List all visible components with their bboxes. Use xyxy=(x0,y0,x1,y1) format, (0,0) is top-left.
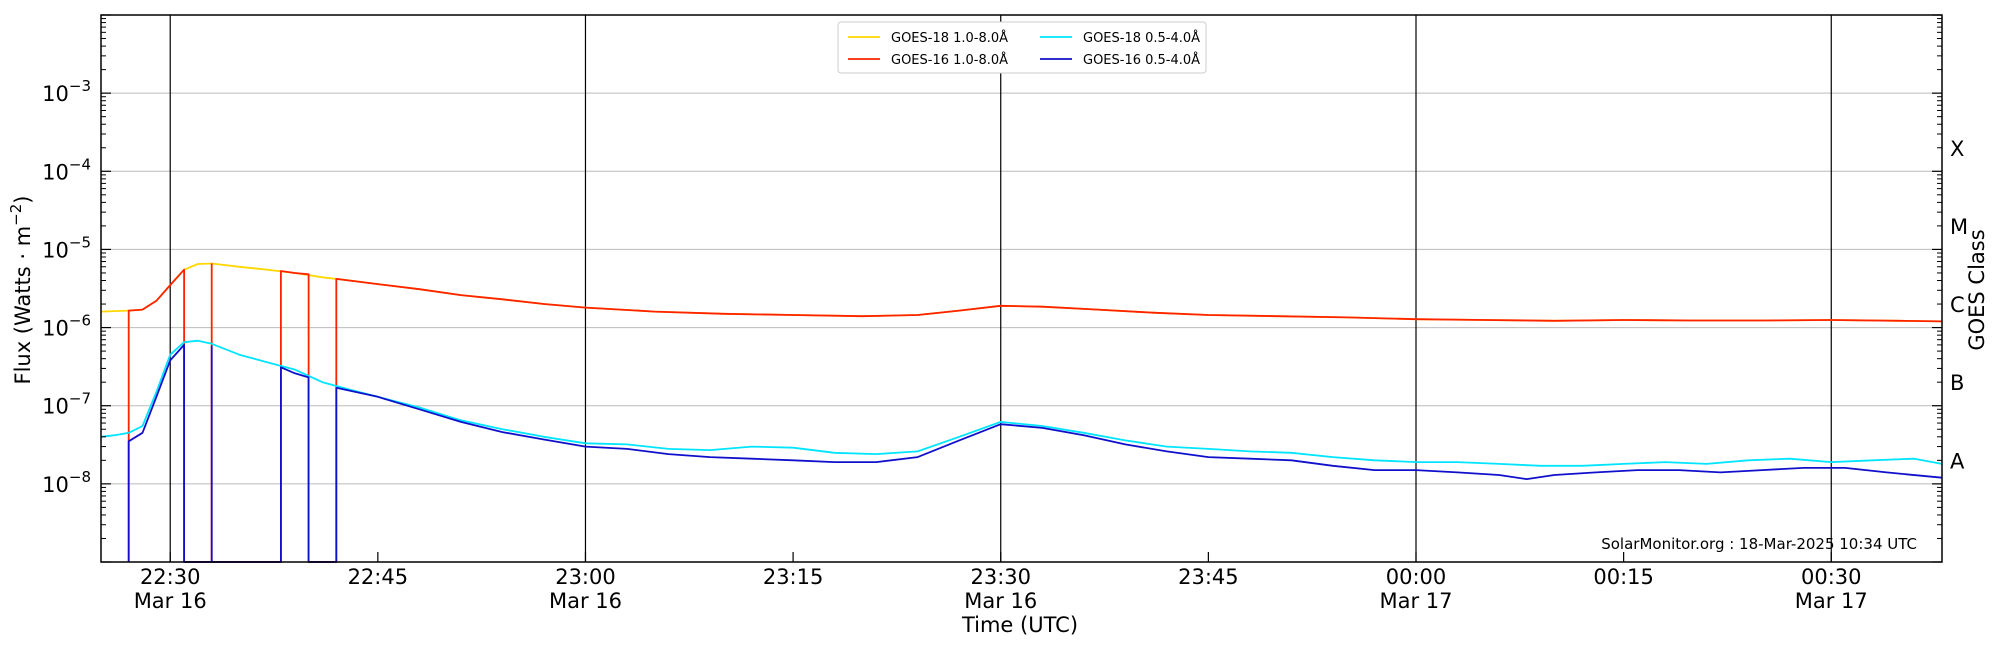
goes-class-c: C xyxy=(1950,293,1965,317)
series-line-1 xyxy=(127,263,1943,563)
legend: GOES-18 1.0-8.0Å GOES-16 1.0-8.0Å GOES-18 … xyxy=(837,21,1207,74)
axes xyxy=(100,14,1943,563)
legend-label-1: GOES-16 1.0-8.0Å xyxy=(891,52,1008,68)
y2-axis-title: GOES Class xyxy=(1965,229,1989,350)
y-tick-label: 10−3 xyxy=(42,77,91,106)
x-tick-label-date: Mar 16 xyxy=(134,589,207,613)
goes-class-x: X xyxy=(1950,137,1964,161)
x-tick-label-date: Mar 17 xyxy=(1795,589,1868,613)
y-axis-title: Flux (Watts · m−2) xyxy=(7,195,35,384)
x-tick-label-time: 22:30 xyxy=(140,565,201,589)
y-tick-label: 10−8 xyxy=(42,468,91,497)
x-axis-title: Time (UTC) xyxy=(961,613,1078,637)
x-tick-label-date: Mar 16 xyxy=(549,589,622,613)
plot-frame xyxy=(100,14,1943,563)
goes-class-a: A xyxy=(1950,449,1965,473)
series-line-0 xyxy=(100,262,1943,323)
x-tick-label-time: 23:30 xyxy=(970,565,1031,589)
goes-class-m: M xyxy=(1950,215,1968,239)
x-tick-label-date: Mar 16 xyxy=(964,589,1037,613)
goes-class-labels: X M C B A xyxy=(1950,137,1968,474)
y-tick-label: 10−5 xyxy=(42,233,91,262)
flux-series xyxy=(100,262,1943,563)
legend-box xyxy=(837,21,1207,74)
x-tick-label-time: 00:30 xyxy=(1801,565,1862,589)
y-tick-label: 10−6 xyxy=(42,312,91,341)
credit-text: SolarMonitor.org : 18-Mar-2025 10:34 UTC xyxy=(1601,535,1917,553)
y-tick-label: 10−7 xyxy=(42,390,91,419)
x-tick-label-date: Mar 17 xyxy=(1379,589,1452,613)
x-tick-label-time: 00:00 xyxy=(1386,565,1447,589)
x-tick-label-time: 00:15 xyxy=(1593,565,1654,589)
y-tick-label: 10−4 xyxy=(42,155,91,184)
series-line-3 xyxy=(127,343,1943,563)
x-tick-label-time: 23:00 xyxy=(555,565,616,589)
legend-label-3: GOES-16 0.5-4.0Å xyxy=(1083,52,1200,68)
series-line-2 xyxy=(100,339,1943,467)
x-tick-label-time: 22:45 xyxy=(348,565,409,589)
goes-class-b: B xyxy=(1950,371,1964,395)
x-tick-label-time: 23:15 xyxy=(763,565,824,589)
legend-label-0: GOES-18 1.0-8.0Å xyxy=(891,30,1008,46)
legend-label-2: GOES-18 0.5-4.0Å xyxy=(1083,30,1200,46)
x-tick-label-time: 23:45 xyxy=(1178,565,1239,589)
